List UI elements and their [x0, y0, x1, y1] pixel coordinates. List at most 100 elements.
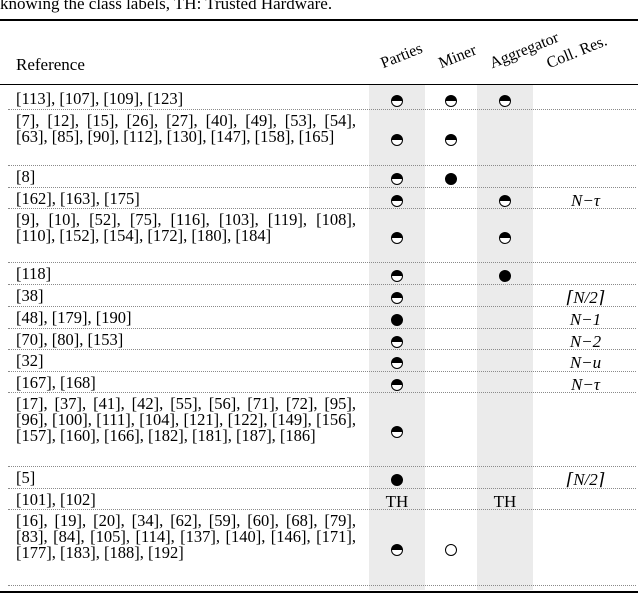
- table-row: [16], [19], [20], [34], [62], [59], [60]…: [0, 512, 638, 588]
- miner-cell: [425, 395, 477, 469]
- bottom-rule: [0, 591, 638, 593]
- miner-cell: [425, 287, 477, 309]
- aggregator-cell: [477, 469, 533, 491]
- aggregator-cell: TH: [477, 491, 533, 512]
- collusion-resistance-cell: [533, 491, 638, 512]
- parties-cell: [369, 374, 425, 395]
- miner-cell: [425, 352, 477, 374]
- parties-cell: [369, 190, 425, 211]
- collusion-resistance-cell: [533, 512, 638, 588]
- parties-cell: [369, 287, 425, 309]
- half-circle-icon: [391, 232, 403, 244]
- half-circle-icon: [499, 232, 511, 244]
- half-circle-icon: [445, 95, 457, 107]
- aggregator-cell: [477, 395, 533, 469]
- table-row: [7], [12], [15], [26], [27], [40], [49],…: [0, 112, 638, 168]
- parties-cell: TH: [369, 491, 425, 512]
- miner-cell: [425, 512, 477, 588]
- parties-cell: [369, 395, 425, 469]
- parties-cell: [369, 469, 425, 491]
- top-rule: [0, 19, 638, 21]
- reference-cell: [5]: [16, 468, 36, 487]
- miner-cell: [425, 168, 477, 190]
- half-circle-icon: [391, 335, 403, 348]
- reference-cell: [32]: [16, 351, 44, 370]
- row-dotted-rule: [8, 165, 636, 166]
- parties-cell: [369, 112, 425, 168]
- miner-cell: [425, 491, 477, 512]
- full-circle-icon: [391, 314, 403, 326]
- half-circle-icon: [499, 194, 511, 207]
- row-dotted-rule: [8, 585, 636, 586]
- row-dotted-rule: [8, 349, 636, 350]
- parties-cell: [369, 90, 425, 112]
- reference-cell: [17], [37], [41], [42], [55], [56], [71]…: [16, 394, 356, 445]
- row-dotted-rule: [8, 208, 636, 209]
- miner-cell: [425, 90, 477, 112]
- full-circle-icon: [391, 474, 403, 486]
- header-reference: Reference: [16, 55, 85, 74]
- collusion-resistance-cell: [533, 265, 638, 287]
- reference-cell: [101], [102]: [16, 490, 96, 509]
- reference-cell: [38]: [16, 286, 44, 305]
- collusion-resistance-cell: ⌈N/2⌉: [566, 470, 605, 489]
- table-row: [70], [80], [153] N−2: [0, 331, 638, 352]
- collusion-resistance-cell: [533, 112, 638, 168]
- half-circle-icon: [391, 357, 403, 369]
- collusion-resistance-cell: [533, 90, 638, 112]
- aggregator-column-shade: [477, 85, 533, 590]
- half-circle-icon: [391, 95, 403, 107]
- table-row: [113], [107], [109], [123]: [0, 90, 638, 112]
- half-circle-icon: [391, 134, 403, 146]
- row-dotted-rule: [8, 187, 636, 188]
- table-row: [162], [163], [175] N−τ: [0, 190, 638, 211]
- half-circle-icon: [391, 378, 403, 391]
- parties-cell: [369, 512, 425, 588]
- collusion-resistance-cell: N−u: [569, 353, 602, 372]
- aggregator-cell: [477, 512, 533, 588]
- aggregator-cell: [477, 331, 533, 352]
- half-circle-icon: [391, 544, 403, 556]
- collusion-resistance-cell: N−τ: [571, 190, 600, 210]
- trusted-hardware-label: TH: [493, 491, 517, 511]
- parties-cell: [369, 352, 425, 374]
- miner-cell: [425, 211, 477, 265]
- parties-cell: [369, 211, 425, 265]
- parties-cell: [369, 309, 425, 331]
- aggregator-cell: [477, 90, 533, 112]
- table-row: [48], [179], [190] N−1: [0, 309, 638, 331]
- table-row: [118]: [0, 265, 638, 287]
- reference-cell: [8]: [16, 167, 36, 186]
- miner-cell: [425, 331, 477, 352]
- parties-cell: [369, 331, 425, 352]
- collusion-resistance-cell: ⌈N/2⌉: [566, 288, 605, 307]
- table-row: [101], [102] TH TH: [0, 491, 638, 512]
- half-circle-icon: [445, 134, 457, 146]
- table-row: [9], [10], [52], [75], [116], [103], [11…: [0, 211, 638, 265]
- aggregator-cell: [477, 374, 533, 395]
- half-circle-icon: [391, 270, 403, 282]
- aggregator-cell: [477, 352, 533, 374]
- aggregator-cell: [477, 168, 533, 190]
- reference-cell: [162], [163], [175]: [16, 189, 140, 208]
- reference-cell: [167], [168]: [16, 373, 96, 392]
- collusion-resistance-cell: [533, 211, 638, 265]
- header-parties: Parties: [378, 39, 426, 73]
- collusion-resistance-cell: [533, 395, 638, 469]
- aggregator-cell: [477, 190, 533, 211]
- reference-cell: [70], [80], [153]: [16, 330, 124, 349]
- row-dotted-rule: [8, 306, 636, 307]
- reference-cell: [48], [179], [190]: [16, 308, 132, 327]
- row-dotted-rule: [8, 371, 636, 372]
- collusion-resistance-cell: N−2: [569, 331, 602, 351]
- half-circle-icon: [391, 173, 403, 185]
- row-dotted-rule: [8, 509, 636, 510]
- aggregator-cell: [477, 309, 533, 331]
- table-caption: knowing the class labels, TH: Trusted Ha…: [0, 0, 333, 13]
- aggregator-cell: [477, 287, 533, 309]
- miner-cell: [425, 190, 477, 211]
- parties-cell: [369, 168, 425, 190]
- half-circle-icon: [499, 95, 511, 107]
- half-circle-icon: [391, 292, 403, 304]
- parties-cell: [369, 265, 425, 287]
